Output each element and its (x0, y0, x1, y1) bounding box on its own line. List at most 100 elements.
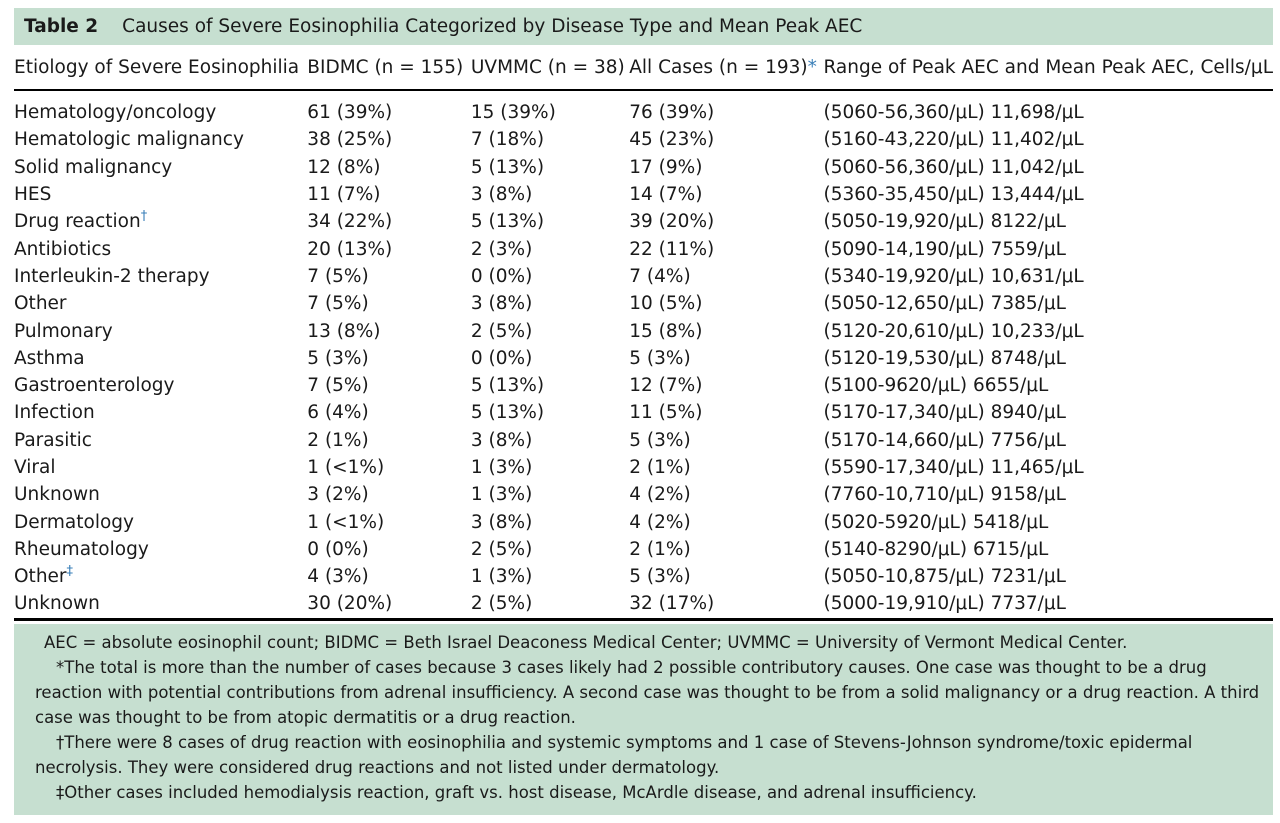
cell-all-cases-text: 12 (7%) (629, 375, 703, 397)
cell-bidmc: 12 (8%) (307, 154, 471, 181)
cell-bidmc: 20 (13%) (307, 235, 471, 262)
cell-all-cases-text: 4 (2%) (629, 511, 691, 533)
cell-etiology: Interleukin-2 therapy (14, 263, 307, 290)
cell-all-cases: 14 (7%) (629, 181, 823, 208)
cell-etiology-text: Other (14, 566, 67, 588)
cell-all-cases: 2 (1%) (629, 454, 823, 481)
cell-all-cases-text: 14 (7%) (629, 184, 703, 206)
cell-bidmc-text: 61 (39%) (307, 102, 393, 124)
cell-etiology: Drug reaction† (14, 208, 307, 235)
col-header-range: Range of Peak AEC and Mean Peak AEC, Cel… (823, 45, 1273, 91)
table-row: Hematology/oncology 61 (39%) 15 (39%) 76 (3… (14, 90, 1273, 126)
footnote-double-dagger: ‡Other cases included hemodialysis react… (56, 782, 977, 802)
cell-etiology: Hematology/oncology (14, 90, 307, 126)
cell-bidmc-text: 7 (5%) (307, 375, 369, 397)
cell-all-cases: 4 (2%) (629, 481, 823, 508)
table-row: Pulmonary 13 (8%) 2 (5%) 15 (8%) (5120-20,61… (14, 317, 1273, 344)
cell-all-cases: 39 (20%) (629, 208, 823, 235)
cell-uvmmc-text: 7 (18%) (470, 129, 545, 151)
footnote-marker: ‡ (66, 564, 74, 580)
cell-uvmmc-text: 3 (8%) (470, 429, 533, 451)
cell-uvmmc: 3 (8%) (471, 290, 629, 317)
cell-range: (5140-8290/μL) 6715/μL (823, 536, 1273, 563)
cell-all-cases: 4 (2%) (629, 508, 823, 535)
cell-bidmc: 3 (2%) (307, 481, 471, 508)
table-row: Other‡ 4 (3%) 1 (3%) 5 (3%) (5050-10,875/μL)… (14, 563, 1273, 590)
cell-range: (5100-9620/μL) 6655/μL (823, 372, 1273, 399)
data-table: Etiology of Severe Eosinophilia BIDMC (n… (14, 45, 1273, 621)
cell-range: (5050-19,920/μL) 8122/μL (823, 208, 1273, 235)
cell-range: (5590-17,340/μL) 11,465/μL (823, 454, 1273, 481)
cell-etiology-text: Unknown (14, 593, 100, 615)
cell-bidmc: 61 (39%) (307, 90, 471, 126)
cell-range-text: (5060-56,360/μL) 11,698/μL (823, 102, 1084, 124)
cell-etiology: Pulmonary (14, 317, 307, 344)
cell-bidmc-text: 7 (5%) (307, 265, 369, 287)
cell-range-text: (5120-19,530/μL) 8748/μL (823, 347, 1066, 369)
cell-etiology: Unknown (14, 590, 307, 619)
cell-bidmc-text: 38 (25%) (307, 129, 393, 151)
cell-etiology-text: Drug reaction (14, 211, 141, 233)
cell-bidmc-text: 13 (8%) (307, 320, 381, 342)
cell-bidmc: 13 (8%) (307, 317, 471, 344)
cell-uvmmc-text: 1 (3%) (470, 566, 533, 588)
cell-range: (5120-19,530/μL) 8748/μL (823, 345, 1273, 372)
cell-uvmmc-text: 2 (3%) (470, 238, 533, 260)
cell-etiology: Rheumatology (14, 536, 307, 563)
cell-bidmc-text: 2 (1%) (307, 429, 369, 451)
cell-etiology: Other (14, 290, 307, 317)
cell-bidmc-text: 1 (<1%) (307, 511, 385, 533)
cell-uvmmc: 3 (8%) (471, 427, 629, 454)
cell-all-cases-text: 15 (8%) (629, 320, 703, 342)
table-title-bar: Table 2 Causes of Severe Eosinophilia Ca… (14, 8, 1273, 45)
cell-all-cases: 5 (3%) (629, 563, 823, 590)
cell-uvmmc: 7 (18%) (471, 126, 629, 153)
cell-uvmmc-text: 0 (0%) (470, 347, 533, 369)
cell-bidmc: 5 (3%) (307, 345, 471, 372)
cell-uvmmc-text: 2 (5%) (470, 538, 533, 560)
cell-all-cases: 15 (8%) (629, 317, 823, 344)
cell-etiology: Asthma (14, 345, 307, 372)
table-container: Table 2 Causes of Severe Eosinophilia Ca… (14, 8, 1273, 815)
col-header-all-cases-label: All Cases (n = 193) (629, 56, 808, 78)
cell-all-cases-text: 39 (20%) (629, 211, 715, 233)
footnote-dagger: †There were 8 cases of drug reaction wit… (35, 732, 1193, 777)
cell-range-text: (5060-56,360/μL) 11,042/μL (823, 156, 1084, 178)
cell-etiology: Other‡ (14, 563, 307, 590)
cell-bidmc: 0 (0%) (307, 536, 471, 563)
cell-range-text: (5170-14,660/μL) 7756/μL (823, 429, 1066, 451)
cell-range: (5170-14,660/μL) 7756/μL (823, 427, 1273, 454)
cell-etiology-text: Other (14, 293, 67, 315)
cell-all-cases-text: 17 (9%) (629, 156, 703, 178)
cell-etiology: HES (14, 181, 307, 208)
cell-all-cases-text: 2 (1%) (629, 457, 691, 478)
footnote-abbreviations: AEC = absolute eosinophil count; BIDMC =… (44, 632, 1128, 652)
cell-uvmmc-text: 1 (3%) (470, 457, 533, 478)
cell-uvmmc-text: 3 (8%) (470, 511, 533, 533)
cell-etiology: Infection (14, 399, 307, 426)
cell-range-text: (5590-17,340/μL) 11,465/μL (823, 457, 1084, 478)
cell-range-text: (5050-19,920/μL) 8122/μL (823, 211, 1066, 233)
cell-all-cases: 10 (5%) (629, 290, 823, 317)
cell-etiology-text: Hematology/oncology (14, 102, 217, 124)
header-row: Etiology of Severe Eosinophilia BIDMC (n… (14, 45, 1273, 91)
cell-bidmc: 1 (<1%) (307, 454, 471, 481)
cell-bidmc-text: 30 (20%) (307, 593, 393, 615)
col-header-bidmc: BIDMC (n = 155) (307, 45, 471, 91)
cell-range-text: (5340-19,920/μL) 10,631/μL (823, 265, 1084, 287)
cell-uvmmc-text: 3 (8%) (470, 184, 533, 206)
table-row: Parasitic 2 (1%) 3 (8%) 5 (3%) (5170-14,660/… (14, 427, 1273, 454)
cell-etiology-text: Viral (14, 457, 56, 478)
cell-bidmc: 6 (4%) (307, 399, 471, 426)
cell-all-cases-text: 22 (11%) (629, 238, 715, 260)
cell-all-cases: 32 (17%) (629, 590, 823, 619)
cell-uvmmc: 5 (13%) (471, 154, 629, 181)
table-row: Interleukin-2 therapy 7 (5%) 0 (0%) 7 (4%) (… (14, 263, 1273, 290)
cell-range-text: (5140-8290/μL) 6715/μL (823, 538, 1049, 560)
cell-uvmmc: 2 (3%) (471, 235, 629, 262)
cell-etiology: Hematologic malignancy (14, 126, 307, 153)
cell-uvmmc: 1 (3%) (471, 563, 629, 590)
cell-etiology: Antibiotics (14, 235, 307, 262)
table-row: Solid malignancy 12 (8%) 5 (13%) 17 (9%) (50… (14, 154, 1273, 181)
table-row: Hematologic malignancy 38 (25%) 7 (18%) 45 … (14, 126, 1273, 153)
